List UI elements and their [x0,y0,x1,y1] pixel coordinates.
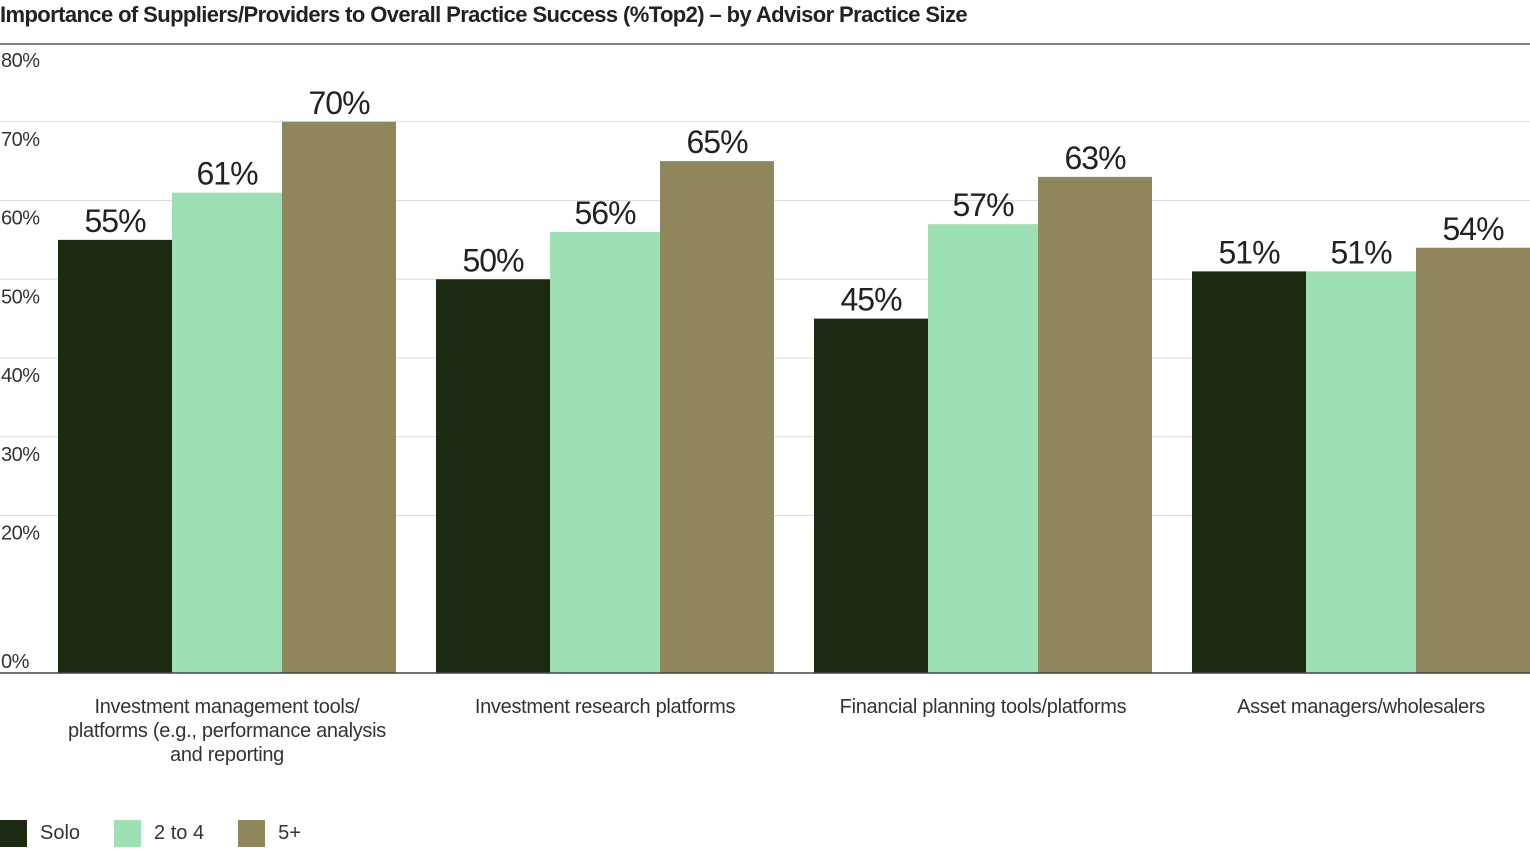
legend-swatch-solo [0,819,27,847]
bar [436,279,550,673]
x-category-label: Financial planning tools/platforms [840,696,1127,718]
legend-swatch-5-plus [238,819,266,847]
bar-value-label: 56% [574,195,636,231]
bar-value-label: 50% [462,242,524,278]
bar-value-label: 51% [1218,234,1280,270]
y-tick-label: 70% [1,129,40,151]
bar [1192,271,1306,673]
bar [814,318,928,673]
legend-item-solo: Solo [0,819,81,847]
chart-title: Importance of Suppliers/Providers to Ove… [0,2,968,27]
bar-value-label: 70% [308,85,370,121]
bar-chart: 0% 20% 30% 40% 50% 60% 70% 80% 55% 61% 70% 50% 56% 6… [0,43,1530,766]
bar-value-label: 57% [952,187,1014,223]
x-category-label: Investment research platforms [475,696,736,718]
bar-value-label: 61% [196,156,258,192]
legend-label-5-plus: 5+ [278,821,301,844]
y-tick-label: 20% [1,523,40,545]
legend-label-2-to-4: 2 to 4 [154,821,205,844]
bar [928,224,1038,673]
bar [660,161,774,673]
legend-label-solo: Solo [40,821,81,844]
bar-value-label: 65% [686,124,748,160]
legend-item-5-plus: 5+ [238,819,301,847]
bar-value-label: 45% [840,282,902,318]
bar-value-label: 51% [1330,234,1392,270]
bar [172,192,282,673]
y-tick-label: 0% [1,651,30,673]
bar [58,239,172,673]
bar [282,121,396,673]
legend-swatch-2-to-4 [114,819,142,847]
bar [1416,247,1530,673]
legend: Solo 2 to 4 5+ [0,818,335,848]
y-tick-label: 50% [1,286,40,308]
bar [550,232,660,673]
y-tick-label: 60% [1,208,40,230]
y-tick-label: 30% [1,444,40,466]
y-tick-label: 40% [1,365,40,387]
x-category-label: Asset managers/wholesalers [1237,696,1485,718]
y-tick-label: 80% [1,50,40,72]
bar-value-label: 55% [84,203,146,239]
bar-value-label: 54% [1442,211,1504,247]
legend-item-2-to-4: 2 to 4 [114,819,205,847]
bar [1306,271,1416,673]
bar [1038,176,1152,673]
bar-value-label: 63% [1064,140,1126,176]
x-category-label: Investment management tools/platforms (e… [68,696,386,766]
